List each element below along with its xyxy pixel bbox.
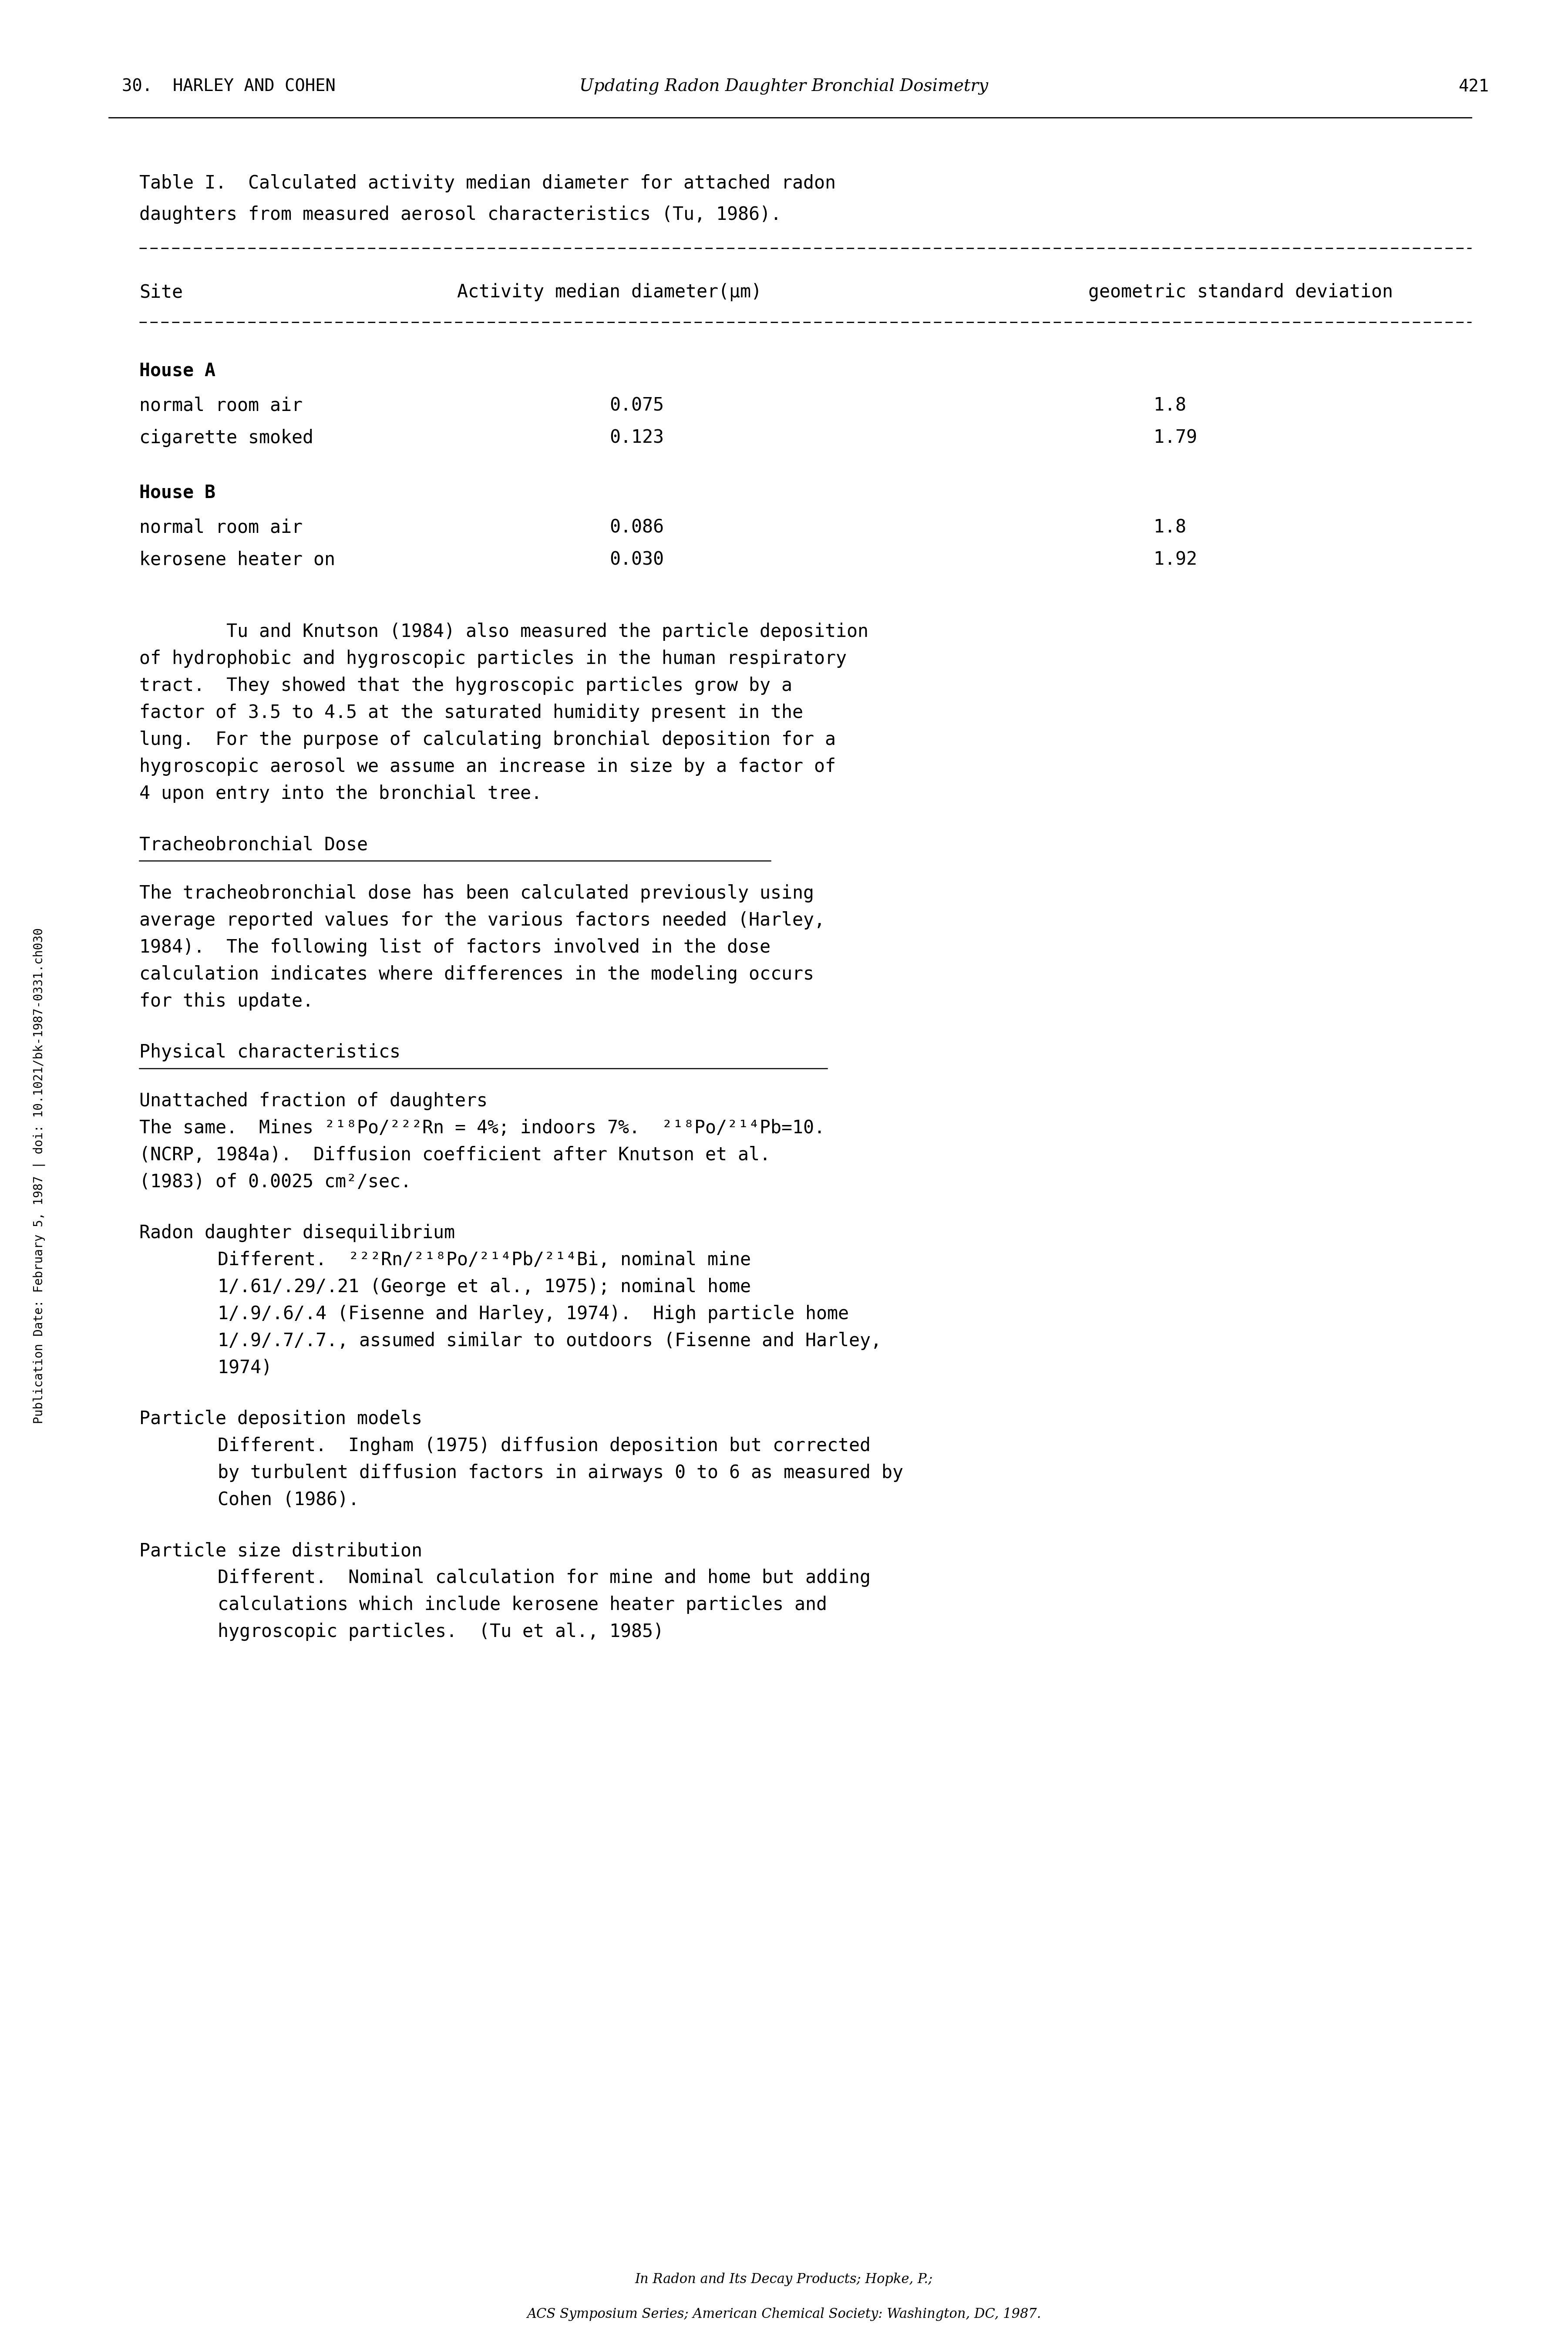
Text: 1.79: 1.79 <box>1154 428 1196 447</box>
Text: Activity median diameter(μm): Activity median diameter(μm) <box>458 282 762 301</box>
Text: Publication Date: February 5, 1987 | doi: 10.1021/bk-1987-0331.ch030: Publication Date: February 5, 1987 | doi… <box>33 929 45 1422</box>
Text: average reported values for the various factors needed (Harley,: average reported values for the various … <box>140 912 825 929</box>
Text: Different.  ²²²Rn/²¹⁸Po/²¹⁴Pb/²¹⁴Bi, nominal mine: Different. ²²²Rn/²¹⁸Po/²¹⁴Pb/²¹⁴Bi, nomi… <box>218 1251 751 1270</box>
Text: Site: Site <box>140 282 183 301</box>
Text: 0.030: 0.030 <box>610 550 663 569</box>
Text: factor of 3.5 to 4.5 at the saturated humidity present in the: factor of 3.5 to 4.5 at the saturated hu… <box>140 703 803 722</box>
Text: for this update.: for this update. <box>140 992 314 1011</box>
Text: ACS Symposium Series; American Chemical Society: Washington, DC, 1987.: ACS Symposium Series; American Chemical … <box>527 2306 1041 2320</box>
Text: daughters from measured aerosol characteristics (Tu, 1986).: daughters from measured aerosol characte… <box>140 205 781 223</box>
Text: tract.  They showed that the hygroscopic particles grow by a: tract. They showed that the hygroscopic … <box>140 677 792 696</box>
Text: Particle deposition models: Particle deposition models <box>140 1411 422 1427</box>
Text: (1983) of 0.0025 cm²/sec.: (1983) of 0.0025 cm²/sec. <box>140 1173 411 1192</box>
Text: 1/.9/.7/.7., assumed similar to outdoors (Fisenne and Harley,: 1/.9/.7/.7., assumed similar to outdoors… <box>218 1331 881 1349</box>
Text: calculation indicates where differences in the modeling occurs: calculation indicates where differences … <box>140 966 814 983</box>
Text: normal room air: normal room air <box>140 517 303 536</box>
Text: 1984).  The following list of factors involved in the dose: 1984). The following list of factors inv… <box>140 938 770 957</box>
Text: The tracheobronchial dose has been calculated previously using: The tracheobronchial dose has been calcu… <box>140 884 814 903</box>
Text: cigarette smoked: cigarette smoked <box>140 428 314 447</box>
Text: 1.92: 1.92 <box>1154 550 1196 569</box>
Text: 4 upon entry into the bronchial tree.: 4 upon entry into the bronchial tree. <box>140 785 543 802</box>
Text: Different.  Nominal calculation for mine and home but adding: Different. Nominal calculation for mine … <box>218 1568 870 1587</box>
Text: hygroscopic aerosol we assume an increase in size by a factor of: hygroscopic aerosol we assume an increas… <box>140 757 836 776</box>
Text: House A: House A <box>140 362 215 379</box>
Text: Tu and Knutson (1984) also measured the particle deposition: Tu and Knutson (1984) also measured the … <box>140 623 869 642</box>
Text: Updating Radon Daughter Bronchial Dosimetry: Updating Radon Daughter Bronchial Dosime… <box>580 78 988 94</box>
Text: normal room air: normal room air <box>140 397 303 414</box>
Text: geometric standard deviation: geometric standard deviation <box>1088 282 1392 301</box>
Text: Physical characteristics: Physical characteristics <box>140 1044 400 1060</box>
Text: Radon daughter disequilibrium: Radon daughter disequilibrium <box>140 1225 455 1241</box>
Text: lung.  For the purpose of calculating bronchial deposition for a: lung. For the purpose of calculating bro… <box>140 731 836 750</box>
Text: 1.8: 1.8 <box>1154 397 1187 414</box>
Text: Table I.  Calculated activity median diameter for attached radon: Table I. Calculated activity median diam… <box>140 174 836 193</box>
Text: 1.8: 1.8 <box>1154 517 1187 536</box>
Text: kerosene heater on: kerosene heater on <box>140 550 336 569</box>
Text: (NCRP, 1984a).  Diffusion coefficient after Knutson et al.: (NCRP, 1984a). Diffusion coefficient aft… <box>140 1145 770 1164</box>
Text: 30.  HARLEY AND COHEN: 30. HARLEY AND COHEN <box>122 78 336 94</box>
Text: Different.  Ingham (1975) diffusion deposition but corrected: Different. Ingham (1975) diffusion depos… <box>218 1436 870 1455</box>
Text: In Radon and Its Decay Products; Hopke, P.;: In Radon and Its Decay Products; Hopke, … <box>635 2273 933 2285</box>
Text: Unattached fraction of daughters: Unattached fraction of daughters <box>140 1091 488 1110</box>
Text: calculations which include kerosene heater particles and: calculations which include kerosene heat… <box>218 1596 826 1613</box>
Text: 1/.9/.6/.4 (Fisenne and Harley, 1974).  High particle home: 1/.9/.6/.4 (Fisenne and Harley, 1974). H… <box>218 1305 848 1324</box>
Text: 0.123: 0.123 <box>610 428 663 447</box>
Text: 1974): 1974) <box>218 1359 273 1378</box>
Text: of hydrophobic and hygroscopic particles in the human respiratory: of hydrophobic and hygroscopic particles… <box>140 649 847 668</box>
Text: by turbulent diffusion factors in airways 0 to 6 as measured by: by turbulent diffusion factors in airway… <box>218 1465 903 1481</box>
Text: 0.086: 0.086 <box>610 517 663 536</box>
Text: 1/.61/.29/.21 (George et al., 1975); nominal home: 1/.61/.29/.21 (George et al., 1975); nom… <box>218 1279 751 1295</box>
Text: 421: 421 <box>1458 78 1490 94</box>
Text: Tracheobronchial Dose: Tracheobronchial Dose <box>140 835 368 853</box>
Text: Particle size distribution: Particle size distribution <box>140 1542 422 1561</box>
Text: hygroscopic particles.  (Tu et al., 1985): hygroscopic particles. (Tu et al., 1985) <box>218 1622 663 1641</box>
Text: Cohen (1986).: Cohen (1986). <box>218 1491 359 1509</box>
Text: 0.075: 0.075 <box>610 397 663 414</box>
Text: House B: House B <box>140 484 215 501</box>
Text: The same.  Mines ²¹⁸Po/²²²Rn = 4%; indoors 7%.  ²¹⁸Po/²¹⁴Pb=10.: The same. Mines ²¹⁸Po/²²²Rn = 4%; indoor… <box>140 1119 825 1138</box>
